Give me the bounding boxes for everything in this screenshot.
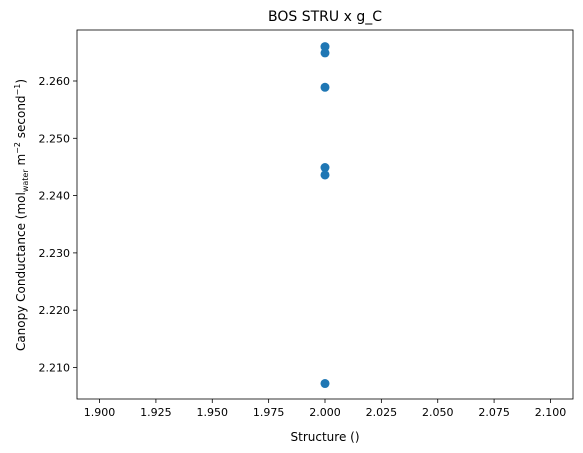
data-point: [320, 48, 330, 58]
x-tick-label: 1.900: [84, 406, 116, 419]
x-tick-label: 2.000: [309, 406, 341, 419]
y-axis-ticks: 2.210 2.220 2.230 2.240 2.250 2.260: [39, 75, 77, 374]
x-axis-ticks: 1.900 1.925 1.950 1.975 2.000 2.025 2.050 2.075…: [84, 399, 566, 419]
y-tick-label: 2.250: [39, 132, 71, 145]
y-tick-label: 2.260: [39, 75, 71, 88]
data-point: [320, 163, 330, 173]
x-tick-label: 1.975: [253, 406, 285, 419]
x-tick-label: 2.075: [478, 406, 510, 419]
x-tick-label: 1.925: [140, 406, 172, 419]
y-axis-label-mid2: second: [14, 95, 28, 142]
y-axis-label-sup2: −1: [13, 84, 22, 96]
y-tick-label: 2.240: [39, 190, 71, 203]
data-point: [320, 82, 330, 92]
data-point: [320, 42, 330, 52]
chart-title: BOS STRU x g_C: [268, 9, 382, 25]
data-points: [320, 42, 330, 389]
x-axis-label: Structure (): [291, 430, 360, 444]
y-tick-label: 2.230: [39, 247, 71, 260]
y-axis-label: Canopy Conductance (molwater m−2 second−…: [13, 79, 30, 351]
y-tick-label: 2.220: [39, 304, 71, 317]
x-tick-label: 2.100: [535, 406, 567, 419]
data-point: [320, 170, 330, 180]
x-tick-label: 1.950: [197, 406, 229, 419]
y-axis-label-mid: m: [14, 154, 28, 170]
y-axis-label-end: ): [14, 79, 28, 84]
y-axis-label-main: Canopy Conductance (mol: [14, 192, 28, 351]
data-point: [320, 379, 330, 389]
x-tick-label: 2.025: [366, 406, 398, 419]
y-axis-label-sub: water: [21, 169, 30, 193]
x-tick-label: 2.050: [422, 406, 454, 419]
y-tick-label: 2.210: [39, 361, 71, 374]
y-axis-label-sup1: −2: [13, 142, 22, 154]
